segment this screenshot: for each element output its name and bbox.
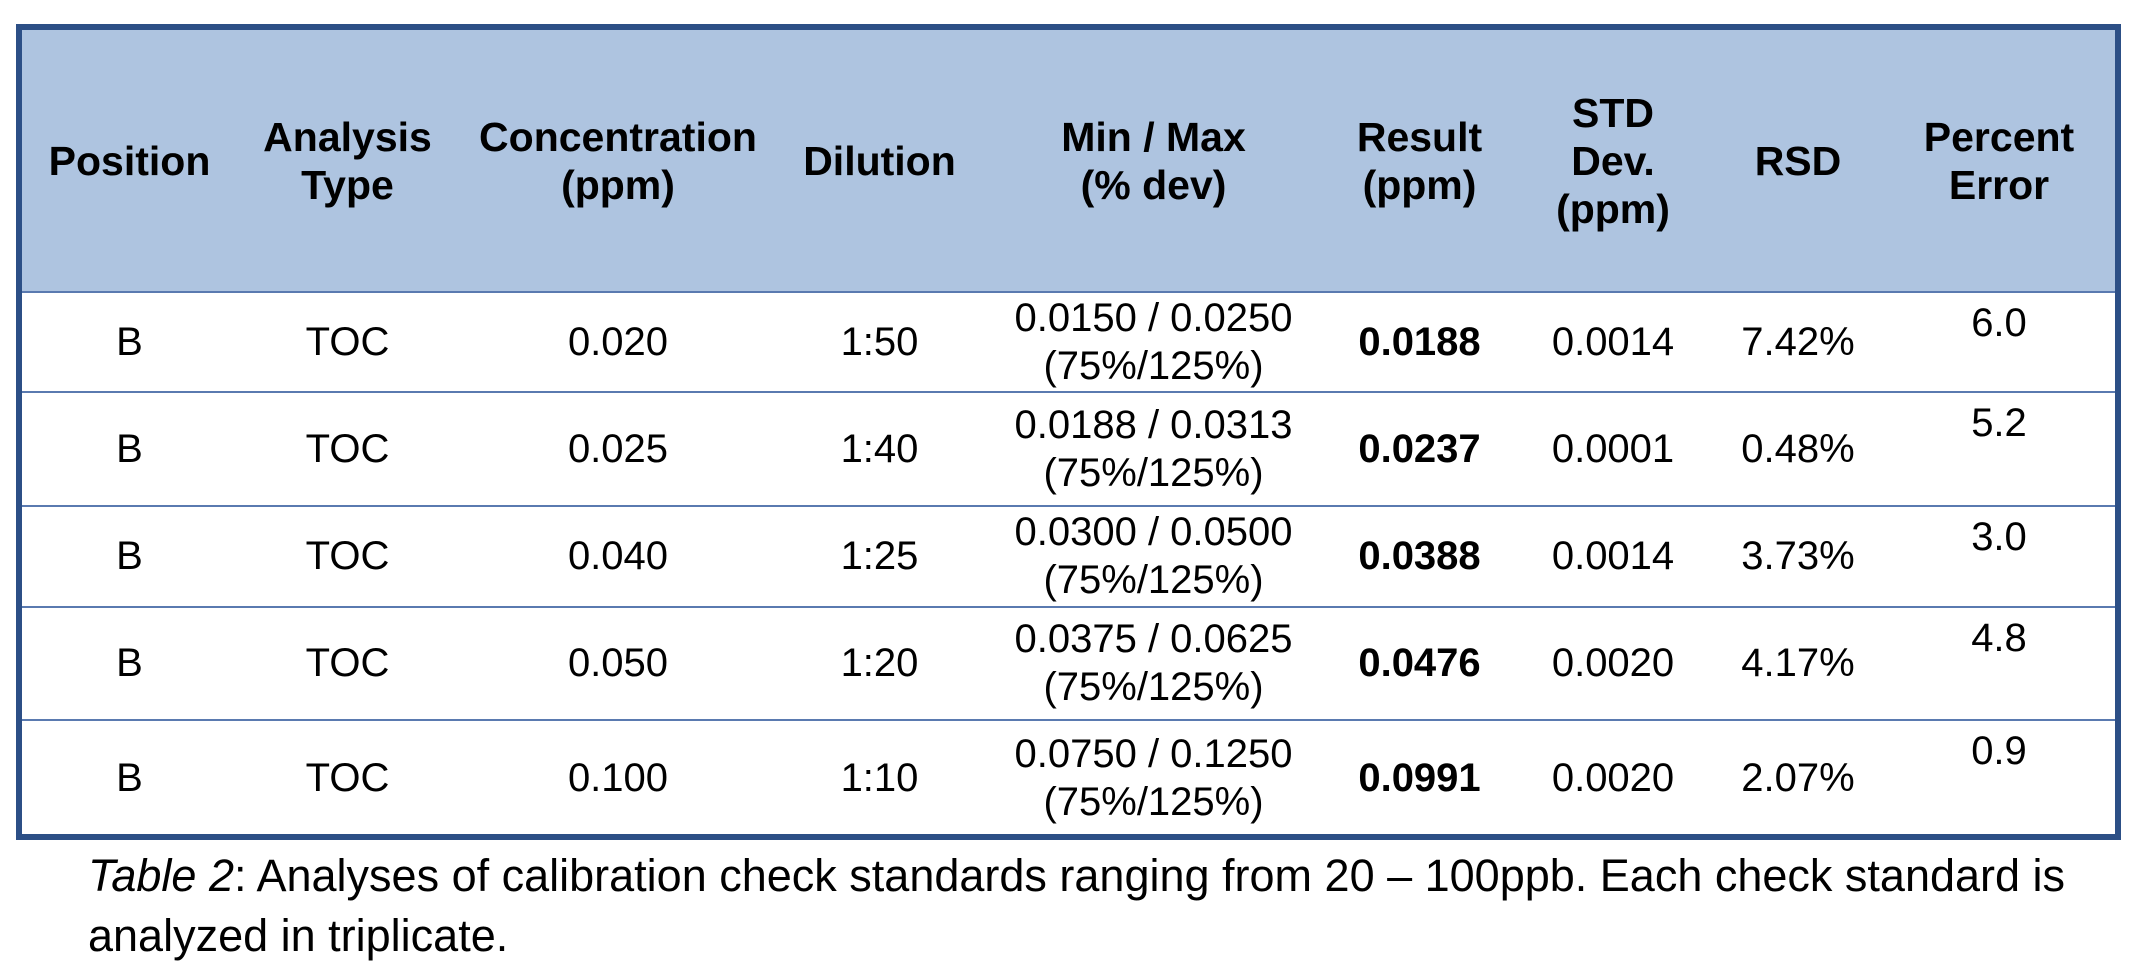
cell-position: B xyxy=(116,755,143,800)
header-dilution: Dilution xyxy=(778,30,981,293)
cell-result: 0.0476 xyxy=(1326,606,1513,722)
percent-deviation: (75%/125%) xyxy=(1043,665,1264,710)
cell-result: 0.0991 xyxy=(1358,755,1481,800)
cell-concentration: 0.100 xyxy=(567,755,669,800)
cell-position: B xyxy=(22,292,237,394)
cell-dilution: 1:20 xyxy=(778,606,981,722)
min-max-values: 0.0375 / 0.0625 xyxy=(1014,617,1293,662)
percent-deviation: (75%/125%) xyxy=(1043,344,1264,389)
cell-concentration: 0.050 xyxy=(458,606,778,722)
cell-percent-error: 3.0 xyxy=(1883,506,2115,608)
cell-analysis-type: TOC xyxy=(237,506,458,608)
cell-result: 0.0237 xyxy=(1326,392,1513,508)
cell-analysis-type: TOC xyxy=(237,606,458,722)
header-position: Position xyxy=(22,30,237,293)
percent-deviation: (75%/125%) xyxy=(1043,558,1264,603)
cell-percent-error: 4.8 xyxy=(1883,606,2115,722)
cell-result: 0.0188 xyxy=(1326,292,1513,394)
table-row: B TOC 0.050 1:20 0.0375 / 0.0625 (75%/125… xyxy=(22,606,2115,722)
cell-dilution: 1:50 xyxy=(778,292,981,394)
cell-std-dev: 0.0001 xyxy=(1513,392,1713,508)
cell-min-max: 0.0375 / 0.0625 (75%/125%) xyxy=(981,606,1326,722)
header-rsd: RSD xyxy=(1713,30,1883,293)
cell-rsd: 4.17% xyxy=(1713,606,1883,722)
cell-position: B xyxy=(22,392,237,508)
cell-min-max: 0.0150 / 0.0250 (75%/125%) xyxy=(981,292,1326,394)
header-std-dev: STD Dev. (ppm) xyxy=(1513,30,1713,293)
table-row: B TOC 0.025 1:40 0.0188 / 0.0313 (75%/125… xyxy=(22,392,2115,508)
cell-std-dev: 0.0020 xyxy=(1513,606,1713,722)
table-row: B TOC 0.100 1:10 0.0750 / 0.1250 (75%/125… xyxy=(22,720,2115,834)
cell-analysis-type: TOC xyxy=(305,755,390,800)
cell-concentration: 0.020 xyxy=(458,292,778,394)
table-row: B TOC 0.040 1:25 0.0300 / 0.0500 (75%/125… xyxy=(22,506,2115,608)
table-row: B TOC 0.020 1:50 0.0150 / 0.0250 (75%/125… xyxy=(22,292,2115,394)
caption-text: : Analyses of calibration check standard… xyxy=(88,850,2066,961)
cell-percent-error: 5.2 xyxy=(1883,392,2115,508)
cell-rsd: 7.42% xyxy=(1713,292,1883,394)
min-max-values: 0.0150 / 0.0250 xyxy=(1014,296,1293,341)
percent-deviation: (75%/125%) xyxy=(1043,779,1264,824)
header-percent-error: Percent Error xyxy=(1883,30,2115,293)
cell-concentration: 0.025 xyxy=(458,392,778,508)
cell-concentration: 0.040 xyxy=(458,506,778,608)
cell-dilution: 1:40 xyxy=(778,392,981,508)
header-concentration: Concentration (ppm) xyxy=(458,30,778,293)
cell-percent-error: 0.9 xyxy=(1971,729,2027,774)
cell-std-dev: 0.0014 xyxy=(1513,292,1713,394)
min-max-values: 0.0188 / 0.0313 xyxy=(1014,403,1293,448)
cell-std-dev: 0.0020 xyxy=(1551,755,1675,800)
min-max-values: 0.0300 / 0.0500 xyxy=(1014,510,1293,555)
cell-rsd: 3.73% xyxy=(1713,506,1883,608)
cell-dilution: 1:25 xyxy=(778,506,981,608)
cell-result: 0.0388 xyxy=(1326,506,1513,608)
calibration-table-frame: Position Analysis Type Concentration (ppm)… xyxy=(16,24,2121,840)
cell-analysis-type: TOC xyxy=(237,392,458,508)
cell-analysis-type: TOC xyxy=(237,292,458,394)
cell-percent-error: 6.0 xyxy=(1883,292,2115,394)
header-result: Result (ppm) xyxy=(1326,30,1513,293)
table-header-row: Position Analysis Type Concentration (ppm)… xyxy=(22,30,2115,293)
cell-rsd: 2.07% xyxy=(1741,755,1855,800)
cell-min-max: 0.0188 / 0.0313 (75%/125%) xyxy=(981,392,1326,508)
cell-std-dev: 0.0014 xyxy=(1513,506,1713,608)
caption-label: Table 2 xyxy=(88,850,234,901)
header-analysis-type: Analysis Type xyxy=(237,30,458,293)
cell-min-max: 0.0750 / 0.1250 (75%/125%) xyxy=(981,720,1326,834)
cell-position: B xyxy=(22,606,237,722)
calibration-check-table: Position Analysis Type Concentration (ppm)… xyxy=(22,30,2115,834)
min-max-values: 0.0750 / 0.1250 xyxy=(1014,731,1293,776)
cell-min-max: 0.0300 / 0.0500 (75%/125%) xyxy=(981,506,1326,608)
percent-deviation: (75%/125%) xyxy=(1043,451,1264,496)
cell-position: B xyxy=(22,506,237,608)
cell-rsd: 0.48% xyxy=(1713,392,1883,508)
cell-dilution: 1:10 xyxy=(840,755,919,800)
table-caption: Table 2: Analyses of calibration check s… xyxy=(88,846,2088,966)
header-min-max: Min / Max (% dev) xyxy=(981,30,1326,293)
